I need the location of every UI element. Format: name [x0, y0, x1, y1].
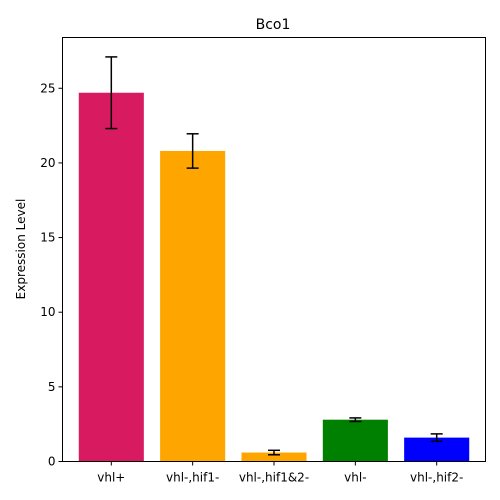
y-tick-label: 5 — [48, 380, 56, 394]
y-tick-label: 15 — [40, 231, 55, 245]
bar — [322, 419, 388, 462]
x-tick-label: vhl-,hif2- — [410, 471, 463, 485]
bars — [78, 92, 470, 462]
x-tick-label: vhl+ — [97, 471, 125, 485]
x-tick-label: vhl-,hif1&2- — [239, 471, 309, 485]
x-ticks: vhl+ vhl-,hif1- vhl-,hif1&2- vhl-vhl-,hif2- — [97, 461, 463, 485]
y-tick-label: 10 — [40, 305, 55, 319]
error-bars — [105, 56, 443, 456]
plot-frame — [62, 37, 486, 462]
y-tick-label: 25 — [40, 81, 55, 95]
chart-title: Bco1 — [256, 17, 291, 33]
x-tick-label: vhl- — [344, 471, 366, 485]
y-ticks: 0 5 10 15 20 25 — [40, 81, 63, 469]
bar — [160, 150, 226, 462]
bar — [404, 437, 470, 462]
bar — [78, 92, 144, 462]
bar — [241, 452, 307, 462]
y-tick-label: 20 — [40, 156, 55, 170]
x-tick-label: vhl-,hif1- — [166, 471, 219, 485]
y-axis-label: Expression Level — [14, 199, 28, 300]
y-tick-label: 0 — [48, 455, 56, 469]
